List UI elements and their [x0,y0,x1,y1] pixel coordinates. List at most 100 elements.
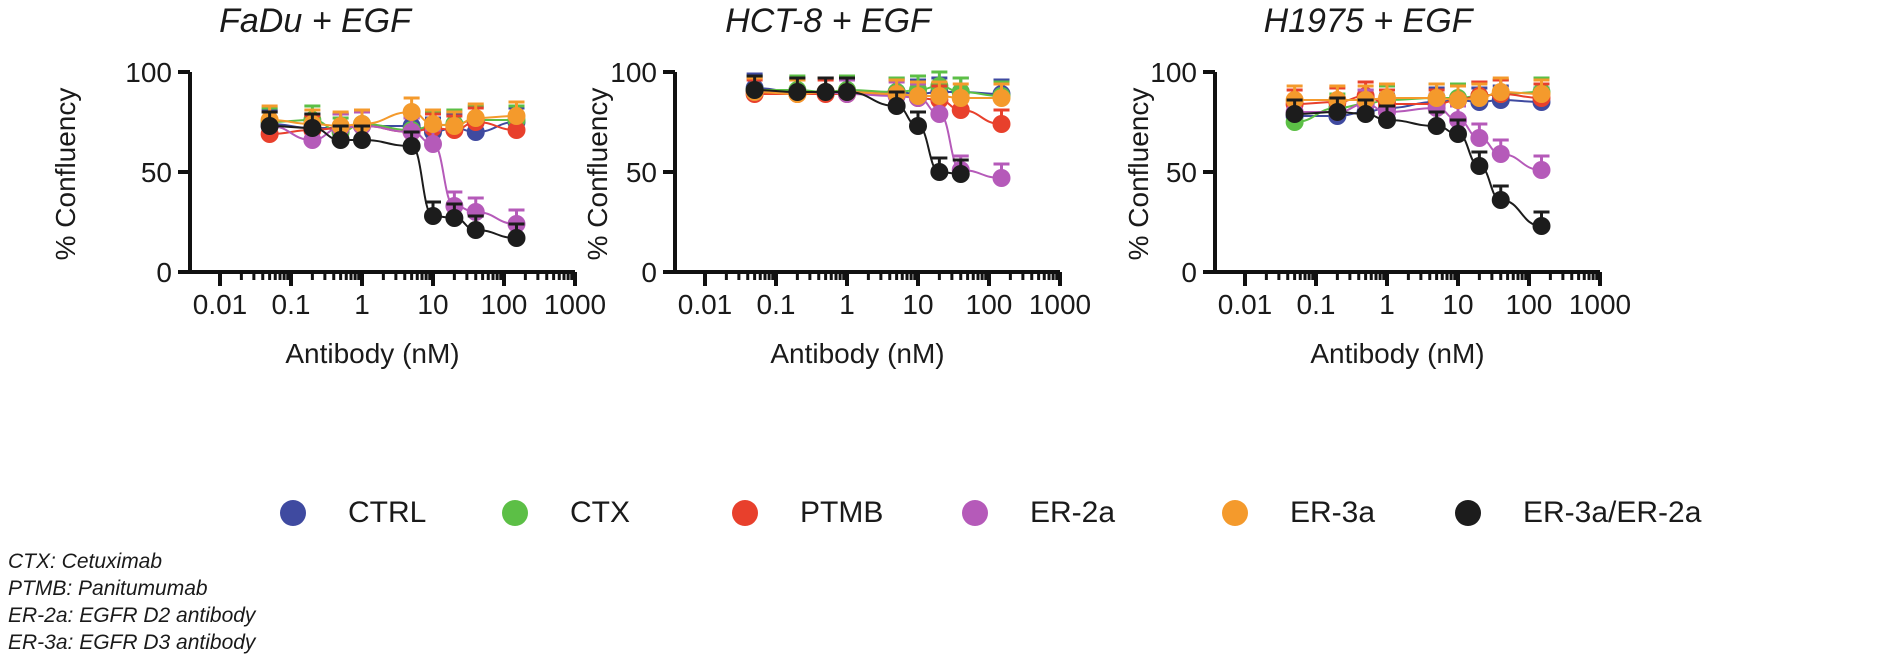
legend-item-er3a: ER-3a [1222,488,1375,538]
x-tick-label: 0.01 [193,289,248,320]
data-point [507,107,526,125]
data-point [951,89,970,107]
chart-title: HCT-8 + EGF [725,2,933,40]
data-point [424,135,442,153]
legend-marker-ctx [502,500,528,526]
data-point [1491,145,1510,163]
y-tick-label: 100 [1150,57,1197,88]
y-axis-label: % Confluency [582,88,613,261]
y-tick-label: 0 [1181,257,1197,288]
y-tick-label: 0 [156,257,172,288]
x-tick-label: 0.01 [678,289,733,320]
data-point [1470,129,1489,147]
data-point [838,83,856,101]
footnote-ctx: CTX: Cetuximab [8,550,163,573]
data-point [930,105,949,123]
footnote-ptmb: PTMB: Panitumumab [8,577,208,600]
legend-marker-ptmb [732,500,758,526]
fit-line [754,89,961,175]
x-tick-label: 1 [354,289,370,320]
chart-title: FaDu + EGF [219,2,413,40]
data-point [424,115,442,133]
x-tick-label: 1000 [544,289,606,320]
series-ptmb [745,78,1011,133]
legend-marker-ctrl [280,500,306,526]
data-point [887,97,906,115]
legend-label-ctx: CTX [570,496,630,529]
series-ptmb [1285,78,1551,113]
data-point [402,137,421,155]
legend-item-ptmb: PTMB [732,488,883,538]
x-tick-label: 0.1 [757,289,796,320]
x-tick-label: 1000 [1569,289,1631,320]
legend-label-ptmb: PTMB [800,496,884,529]
x-tick-label: 0.1 [1297,289,1336,320]
data-point [260,117,279,135]
y-axis-label: % Confluency [50,88,81,261]
series-er-3a-er-2a [745,74,970,183]
data-point [1470,157,1489,175]
series-ctx [745,70,1011,105]
legend-marker-er3a [1222,500,1248,526]
x-tick-label: 0.01 [1218,289,1273,320]
legend-label-er3a: ER-3a [1290,496,1376,529]
data-point [424,207,442,225]
footnotes: CTX: Cetuximab PTMB: Panitumumab ER-2a: … [8,548,255,656]
x-tick-label: 100 [966,289,1013,320]
x-tick-label: 100 [1506,289,1553,320]
data-point [745,81,764,99]
data-point [1378,111,1396,129]
data-point [445,117,464,135]
data-point [1285,105,1304,123]
data-point [466,109,485,127]
y-tick-label: 50 [141,157,172,188]
data-point [816,83,835,101]
data-point [930,87,949,105]
data-point [930,163,949,181]
legend: CTRL CTX PTMB ER-2a ER-3a ER-3a/ER-2a [280,488,1740,538]
y-tick-label: 100 [610,57,657,88]
y-tick-label: 50 [626,157,657,188]
data-point [1449,91,1467,109]
legend-item-er3a-er2a: ER-3a/ER-2a [1455,488,1701,538]
data-point [353,131,371,149]
x-tick-label: 1 [839,289,855,320]
y-tick-label: 0 [641,257,657,288]
data-point [1532,217,1551,235]
x-axis-label: Antibody (nM) [1310,338,1484,369]
series-er-3a [1285,76,1551,109]
data-point [951,165,970,183]
chart-title: H1975 + EGF [1264,2,1475,40]
data-point [788,83,807,101]
data-point [1491,191,1510,209]
fit-line [1294,110,1542,227]
legend-marker-er3a-er2a [1455,500,1481,526]
y-tick-label: 100 [125,57,172,88]
data-point [1328,103,1347,121]
data-point [1491,83,1510,101]
chart-panel-3: H1975 + EGF 0 50 100 0.01 0.1 1 10 100 1000 Antibo… [1123,2,1631,369]
series-ctrl [260,106,526,141]
data-point [507,121,526,139]
series-er-3a-er-2a [1285,96,1551,235]
footnote-er2a: ER-2a: EGFR D2 antibody [8,604,256,627]
data-point [331,131,350,149]
x-tick-label: 10 [1442,289,1473,320]
legend-label-ctrl: CTRL [348,496,427,529]
x-axis-label: Antibody (nM) [285,338,459,369]
data-point [466,221,485,239]
legend-item-ctx: CTX [502,488,630,538]
y-axis-label: % Confluency [1123,88,1154,261]
data-point [909,117,927,135]
data-point [992,115,1011,133]
legend-item-er2a: ER-2a [962,488,1115,538]
chart-panel-2: HCT-8 + EGF 0 50 100 0.01 0.1 1 10 100 1000 Antibo… [582,2,1091,369]
data-point [1532,161,1551,179]
data-point [1427,89,1446,107]
legend-label-er2a: ER-2a [1030,496,1116,529]
legend-marker-er2a [962,500,988,526]
data-point [507,229,526,247]
x-axis-label: Antibody (nM) [770,338,944,369]
data-point [1470,89,1489,107]
